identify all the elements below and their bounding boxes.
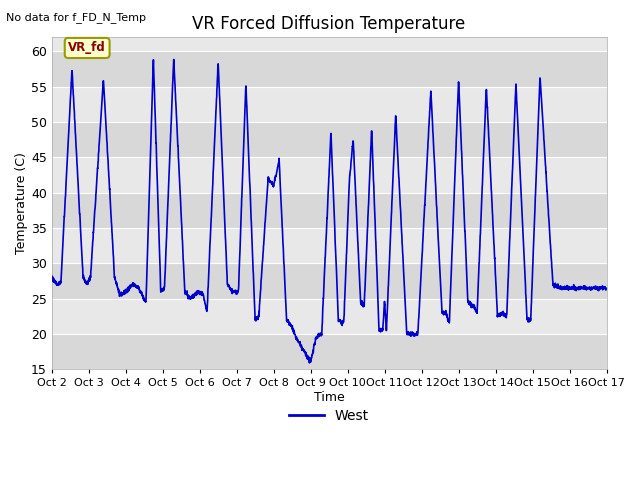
Bar bbox=[52, 192, 607, 228]
Bar bbox=[52, 334, 607, 369]
Bar bbox=[52, 51, 607, 87]
Bar bbox=[52, 264, 607, 299]
Y-axis label: Temperature (C): Temperature (C) bbox=[15, 152, 28, 254]
Text: VR_fd: VR_fd bbox=[68, 41, 106, 54]
Bar bbox=[52, 122, 607, 157]
Legend: West: West bbox=[284, 404, 374, 429]
X-axis label: Time: Time bbox=[314, 391, 344, 404]
Text: No data for f_FD_N_Temp: No data for f_FD_N_Temp bbox=[6, 12, 147, 23]
Title: VR Forced Diffusion Temperature: VR Forced Diffusion Temperature bbox=[193, 15, 466, 33]
